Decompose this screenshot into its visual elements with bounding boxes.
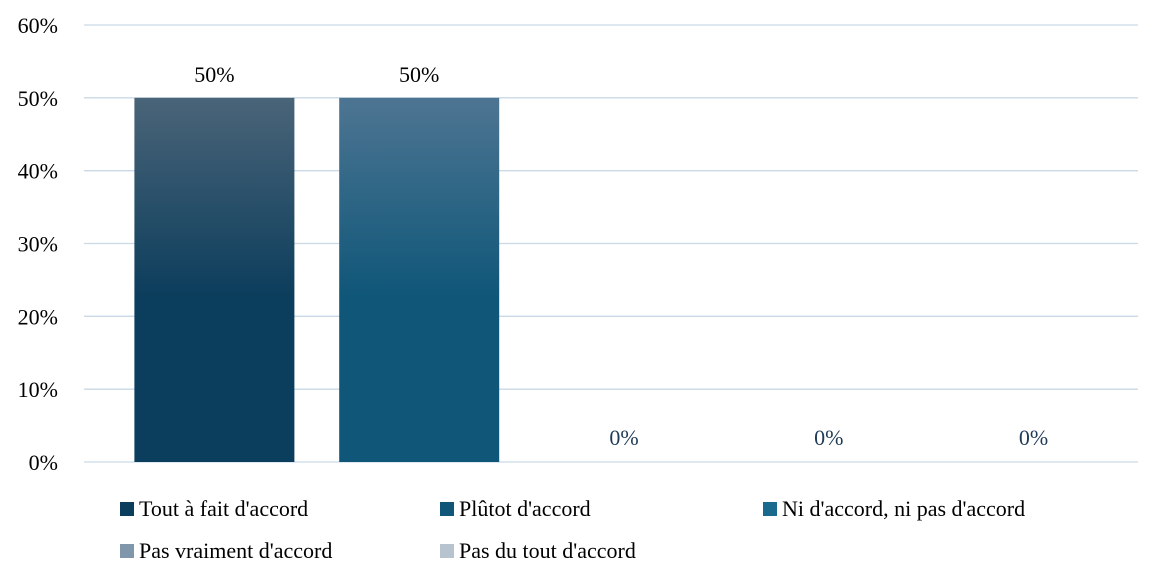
y-tick-label: 30% — [18, 232, 58, 257]
data-label: 50% — [399, 62, 439, 87]
y-tick-label: 0% — [29, 450, 58, 475]
y-tick-label: 60% — [18, 13, 58, 38]
y-axis: 0% 10% 20% 30% 40% 50% 60% — [18, 13, 58, 475]
y-tick-label: 20% — [18, 304, 58, 329]
y-tick-label: 10% — [18, 377, 58, 402]
legend-swatch — [120, 544, 134, 558]
legend-swatch — [440, 502, 454, 516]
data-label: 0% — [1019, 425, 1048, 450]
data-label: 0% — [609, 425, 638, 450]
legend-label: Pas vraiment d'accord — [139, 538, 332, 563]
legend-label: Tout à fait d'accord — [139, 496, 308, 521]
data-label: 50% — [194, 62, 234, 87]
legend: Tout à fait d'accord Plûtot d'accord Ni d'… — [120, 496, 1025, 563]
bar-1 — [134, 97, 295, 462]
legend-label: Ni d'accord, ni pas d'accord — [782, 496, 1025, 521]
legend-label: Pas du tout d'accord — [459, 538, 636, 563]
legend-swatch — [440, 544, 454, 558]
bars — [134, 97, 500, 462]
data-label: 0% — [814, 425, 843, 450]
y-tick-label: 40% — [18, 159, 58, 184]
legend-label: Plûtot d'accord — [459, 496, 591, 521]
legend-swatch — [763, 502, 777, 516]
y-tick-label: 50% — [18, 86, 58, 111]
data-labels: 50% 50% 0% 0% 0% — [194, 62, 1048, 450]
legend-swatch — [120, 502, 134, 516]
bar-2 — [339, 97, 500, 462]
